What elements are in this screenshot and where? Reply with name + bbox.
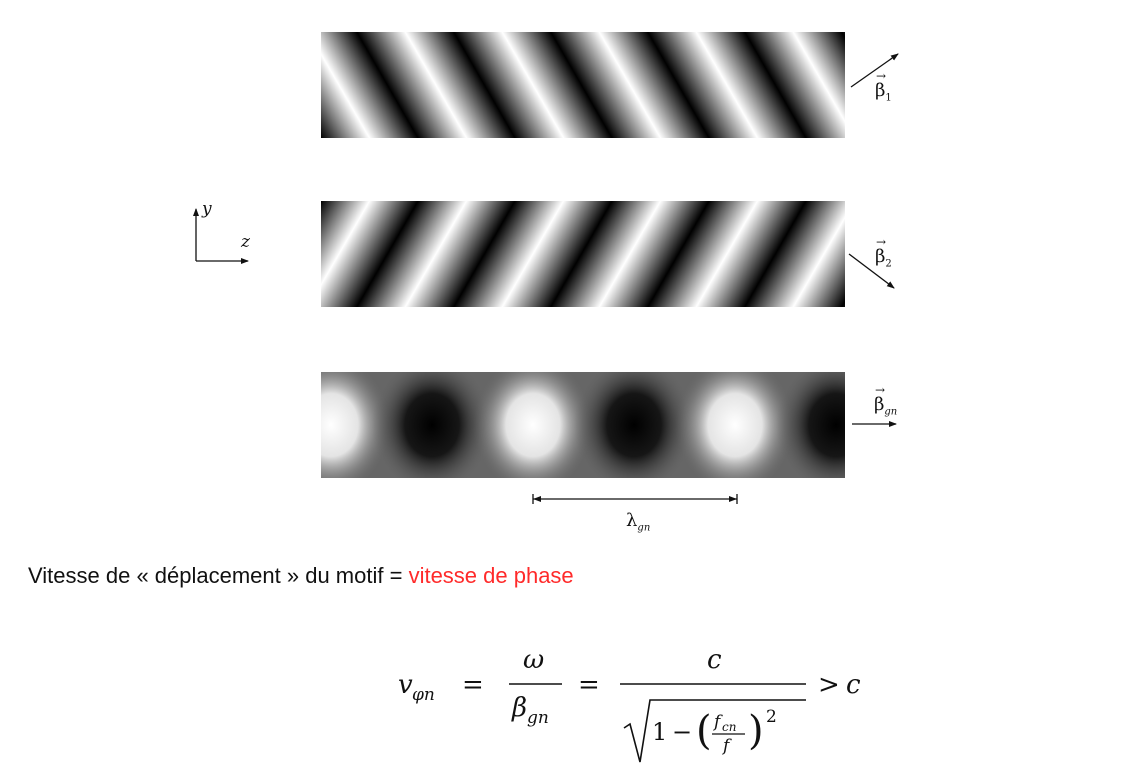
eq-right-paren: ) — [748, 708, 764, 754]
beta-1-arrow — [850, 53, 899, 88]
beta-symbol: β — [874, 394, 885, 415]
lambda-subscript: gn — [637, 522, 651, 534]
z-axis-label: z — [241, 232, 250, 252]
vector-arrow-icon: → — [876, 235, 887, 249]
eq-inner-denominator-f: f — [721, 736, 732, 756]
eq-numerator-c: c — [707, 645, 722, 675]
eq-inner-numerator-f: f — [712, 712, 723, 732]
wave-pattern-combined — [321, 372, 845, 478]
standing-wave-blobs — [321, 372, 845, 478]
eq-lhs-subscript: φn — [412, 685, 435, 705]
wave-pattern-2 — [321, 201, 845, 307]
beta-symbol: β — [875, 246, 886, 267]
caption-sentence: Vitesse de « déplacement » du motif = vi… — [28, 563, 574, 589]
eq-equals-1: = — [462, 670, 484, 700]
eq-rhs-c: c — [846, 670, 861, 700]
lambda-symbol: λ — [626, 510, 638, 531]
caption-prefix: Vitesse de « déplacement » du motif = — [28, 563, 409, 588]
y-axis-label: y — [202, 199, 212, 219]
eq-denominator-beta: β — [511, 693, 527, 723]
caption-highlight: vitesse de phase — [408, 563, 574, 588]
eq-sqrt-one: 1 — [652, 718, 667, 746]
eq-left-paren: ( — [696, 708, 712, 754]
bright-spot — [675, 372, 795, 478]
beta-symbol: β — [875, 80, 886, 101]
dark-spot — [776, 372, 845, 478]
eq-equals-2: = — [578, 670, 600, 700]
wavelength-label: λgn — [626, 510, 650, 534]
beta-2-label: → β2 — [875, 235, 892, 270]
eq-greater-than: > — [818, 670, 840, 700]
beta-1-label: → β1 — [875, 69, 892, 104]
sqrt-radical-icon — [623, 699, 806, 763]
eq-lhs-base: v — [398, 670, 413, 700]
wavelength-left-arrowhead — [533, 496, 541, 502]
vector-arrow-icon: → — [876, 69, 887, 83]
vector-arrow-icon: → — [875, 383, 886, 397]
eq-minus: − — [672, 718, 692, 746]
eq-numerator-omega: ω — [523, 645, 544, 675]
beta-subscript: 2 — [885, 258, 892, 270]
eq-denominator-subscript: gn — [527, 708, 549, 728]
eq-inner-numerator-subscript: cn — [722, 720, 736, 734]
beta-2-arrow — [848, 253, 895, 289]
bright-spot — [321, 372, 391, 478]
beta-gn-label: → βgn — [874, 383, 898, 418]
dark-spot — [372, 372, 492, 478]
dark-spot — [574, 372, 694, 478]
wavelength-right-arrowhead — [729, 496, 737, 502]
eq-exponent: 2 — [766, 707, 777, 727]
beta-subscript: 1 — [885, 92, 892, 104]
wave-pattern-1 — [321, 32, 845, 138]
bright-spot — [473, 372, 593, 478]
beta-subscript: gn — [884, 406, 898, 418]
